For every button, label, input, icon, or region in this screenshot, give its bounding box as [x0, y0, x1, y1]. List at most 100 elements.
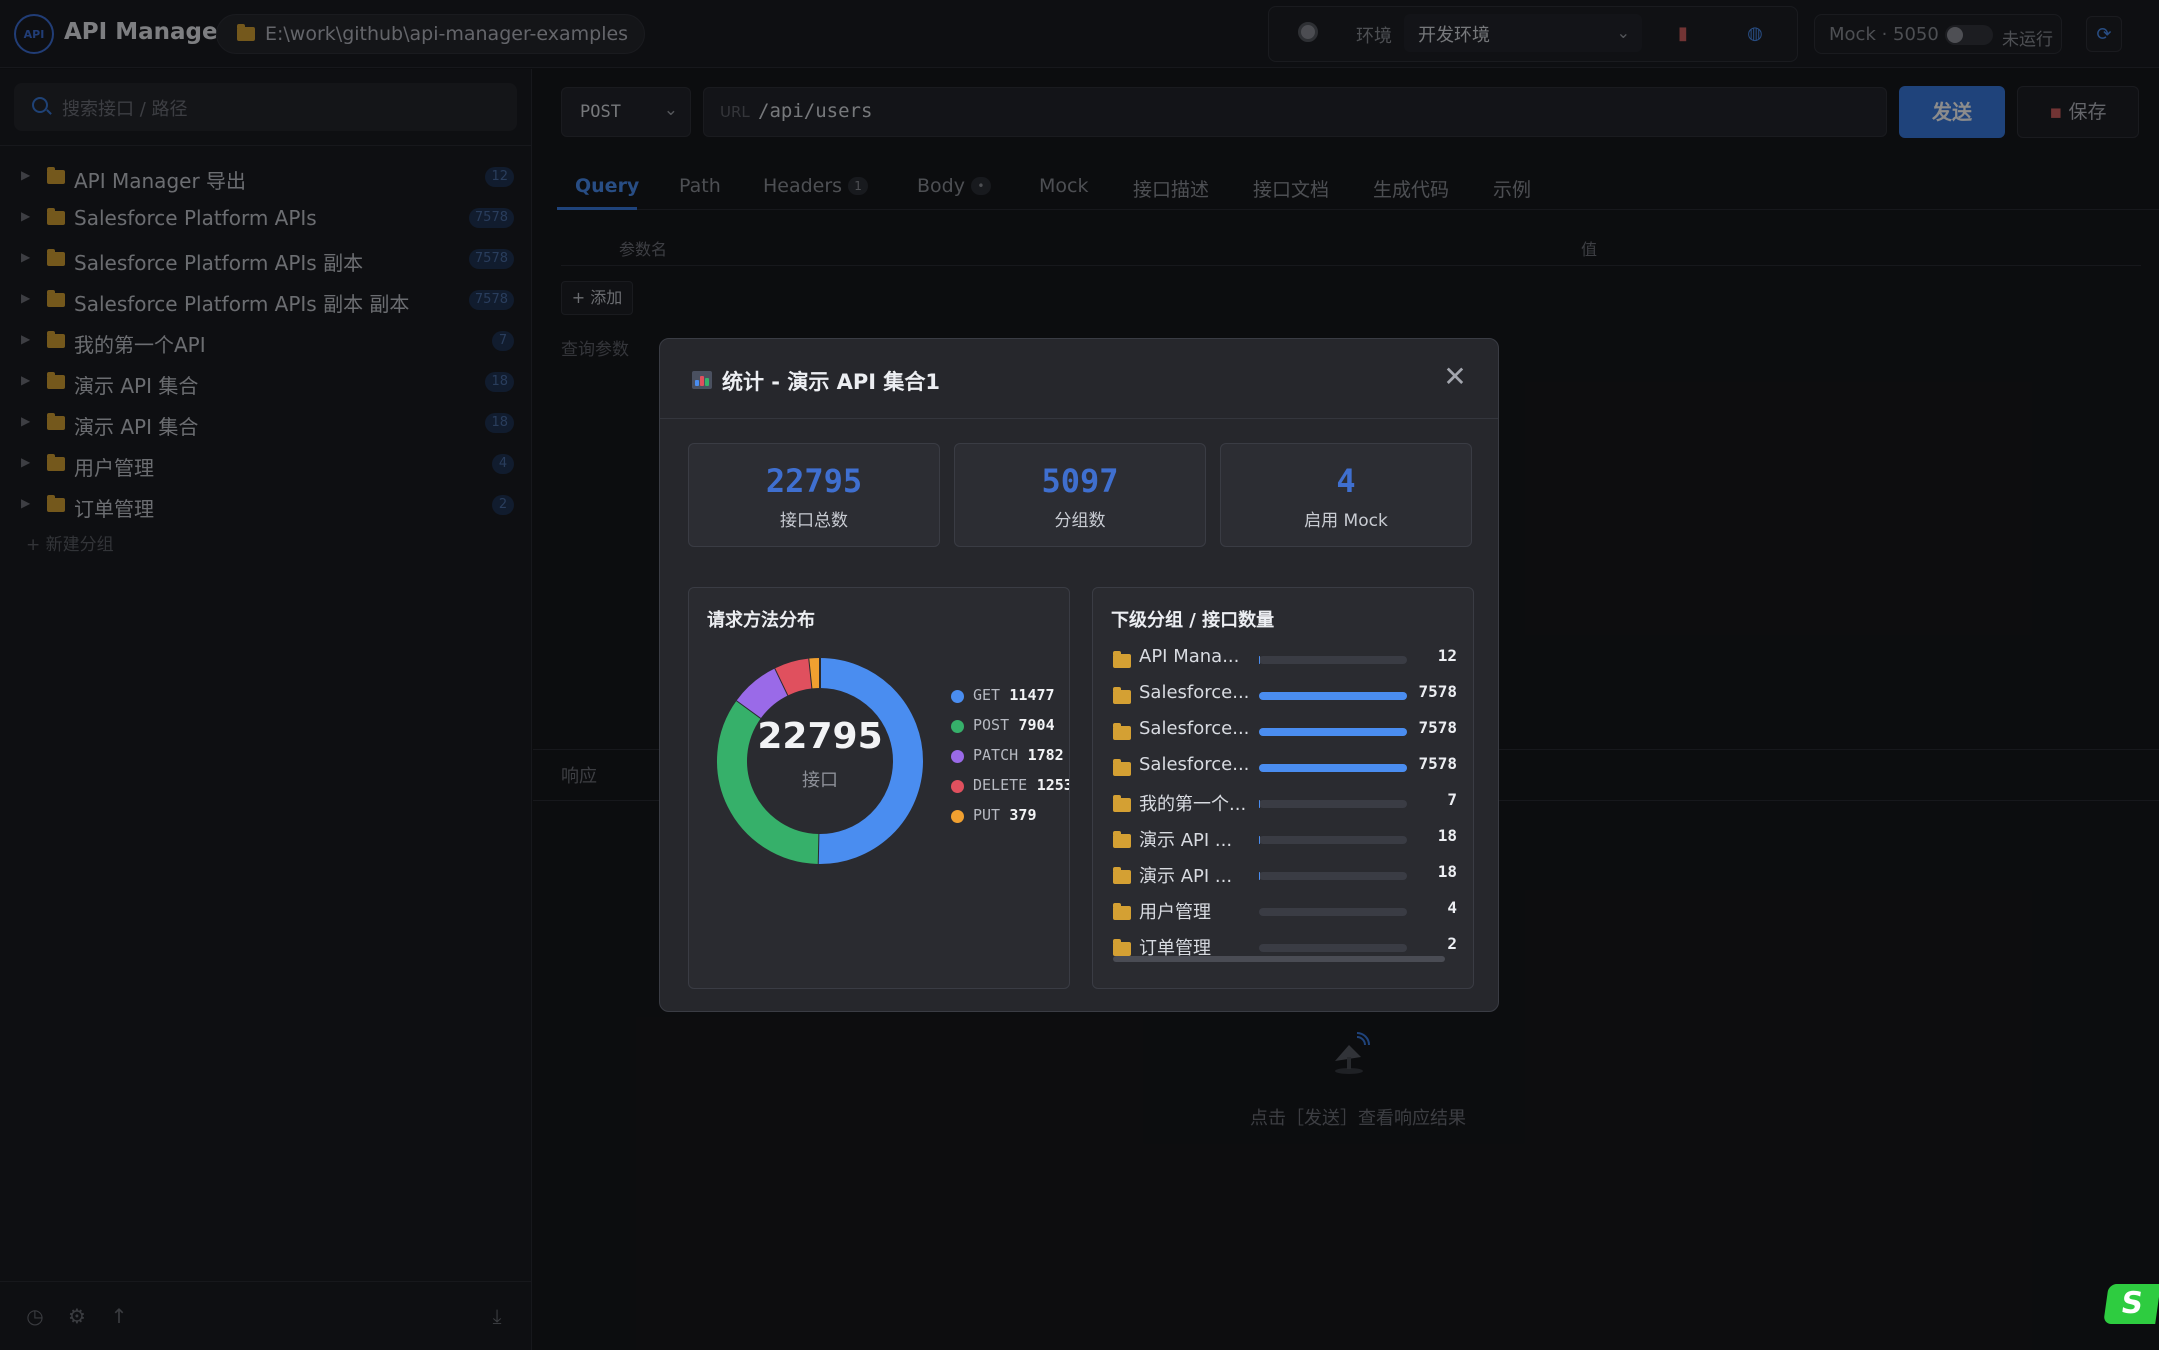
group-count: 12: [1437, 646, 1457, 665]
history-clock-icon[interactable]: [1298, 22, 1318, 42]
stat-card-groups: 5097 分组数: [954, 443, 1206, 547]
tree-group-item[interactable]: ▶ 用户管理 4: [0, 444, 532, 484]
group-row: 用户管理 4: [1111, 896, 1457, 926]
expand-arrow-icon[interactable]: ▶: [21, 168, 31, 182]
url-prefix-label: URL: [720, 103, 750, 121]
folder-icon: [1113, 759, 1131, 776]
tree-group-item[interactable]: ▶ 演示 API 集合 18: [0, 362, 532, 402]
expand-arrow-icon[interactable]: ▶: [21, 455, 31, 469]
folder-icon: [1113, 867, 1131, 884]
tab-docs[interactable]: 接口文档: [1253, 164, 1329, 210]
request-tabs: Query Path Headers 1 Body • Mock 接口描述 接口文档…: [557, 164, 2159, 210]
tab-mock[interactable]: Mock: [1039, 164, 1088, 210]
method-value: POST: [580, 102, 621, 122]
legend-value: 7904: [1018, 716, 1055, 734]
folder-icon: [47, 413, 65, 430]
group-bar-track: [1259, 908, 1407, 916]
expand-arrow-icon[interactable]: ▶: [21, 496, 31, 510]
refresh-icon[interactable]: ⟳: [2086, 16, 2122, 52]
dialog-title: 统计 - 演示 API 集合1: [722, 370, 941, 394]
expand-arrow-icon[interactable]: ▶: [21, 209, 31, 223]
tree-group-count: 7578: [468, 290, 514, 310]
legend-color-dot: [951, 780, 964, 793]
donut-total-value: 22795: [757, 716, 883, 757]
legend-value: 11477: [1009, 686, 1055, 704]
url-input[interactable]: URL /api/users: [703, 87, 1887, 137]
group-row: 演示 API ... 18: [1111, 860, 1457, 890]
url-value: /api/users: [758, 100, 873, 122]
tab-label: Path: [679, 175, 721, 197]
tree-group-item[interactable]: ▶ 我的第一个API 7: [0, 321, 532, 361]
upload-icon[interactable]: ↑: [110, 1304, 128, 1328]
save-button[interactable]: ▪ 保存: [2017, 86, 2139, 138]
environment-select[interactable]: 开发环境 ⌄: [1404, 14, 1642, 52]
tree-group-item[interactable]: ▶ API Manager 导出 12: [0, 157, 532, 197]
group-bar-track: [1259, 836, 1407, 844]
new-group-button[interactable]: + 新建分组: [26, 535, 114, 555]
tree-group-item[interactable]: ▶ 订单管理 2: [0, 485, 532, 525]
folder-icon: [47, 454, 65, 471]
tab-headers[interactable]: Headers 1: [763, 164, 869, 210]
panel-title: 下级分组 / 接口数量: [1111, 610, 1275, 631]
group-count: 7: [1447, 790, 1457, 809]
group-bar-fill: [1259, 764, 1407, 772]
group-count: 7578: [1418, 682, 1457, 701]
tree-group-item[interactable]: ▶ 演示 API 集合 18: [0, 403, 532, 443]
donut-slice-get: [817, 658, 923, 864]
globe-icon[interactable]: ◍: [1747, 22, 1763, 44]
expand-arrow-icon[interactable]: ▶: [21, 291, 31, 305]
method-select[interactable]: POST ⌄: [561, 87, 691, 137]
tree-group-item[interactable]: ▶ Salesforce Platform APIs 副本 7578: [0, 239, 532, 279]
tab-label: Body: [917, 175, 965, 197]
stat-value: 5097: [1041, 462, 1119, 500]
tab-path[interactable]: Path: [679, 164, 721, 210]
expand-arrow-icon[interactable]: ▶: [21, 250, 31, 264]
history-icon[interactable]: ◷: [26, 1304, 44, 1328]
group-row: 订单管理 2: [1111, 932, 1457, 962]
expand-arrow-icon[interactable]: ▶: [21, 373, 31, 387]
group-name: Salesforce...: [1139, 682, 1250, 703]
clipboard-icon[interactable]: ▮: [1678, 22, 1688, 44]
tree-group-item[interactable]: ▶ Salesforce Platform APIs 副本 副本 7578: [0, 280, 532, 320]
tab-label: Headers: [763, 175, 843, 197]
tab-codegen[interactable]: 生成代码: [1373, 164, 1449, 210]
tree-group-label: Salesforce Platform APIs 副本: [74, 251, 364, 275]
folder-icon: [47, 290, 65, 307]
tab-query[interactable]: Query: [557, 164, 640, 210]
tab-description[interactable]: 接口描述: [1133, 164, 1209, 210]
stat-card-mock: 4 启用 Mock: [1220, 443, 1472, 547]
group-bar-fill: [1259, 692, 1407, 700]
tree-group-item[interactable]: ▶ Salesforce Platform APIs 7578: [0, 198, 532, 238]
download-icon[interactable]: ⤓: [492, 1304, 502, 1328]
group-name: Salesforce...: [1139, 754, 1250, 775]
environment-label: 环境: [1356, 26, 1392, 47]
tab-badge: 1: [848, 177, 869, 195]
folder-icon: [1113, 651, 1131, 668]
legend-value: 1782: [1027, 746, 1064, 764]
query-params-note: 查询参数: [561, 340, 629, 360]
group-row: Salesforce... 7578: [1111, 752, 1457, 782]
tab-label: 接口描述: [1133, 179, 1210, 201]
search-placeholder: 搜索接口 / 路径: [62, 99, 188, 120]
legend-label: POST: [973, 716, 1010, 734]
workspace-path-selector[interactable]: E:\work\github\api-manager-examples: [216, 14, 646, 54]
expand-arrow-icon[interactable]: ▶: [21, 332, 31, 346]
tab-body[interactable]: Body •: [917, 164, 991, 210]
search-input[interactable]: 搜索接口 / 路径: [14, 83, 517, 131]
expand-arrow-icon[interactable]: ▶: [21, 414, 31, 428]
tab-examples[interactable]: 示例: [1493, 164, 1531, 210]
send-button[interactable]: 发送: [1899, 86, 2005, 138]
gear-icon[interactable]: ⚙: [68, 1304, 86, 1328]
group-bar-track: [1259, 872, 1407, 880]
tab-label: Query: [575, 175, 640, 197]
param-name-header: 参数名: [619, 240, 668, 259]
horizontal-scrollbar[interactable]: [1113, 956, 1445, 962]
stat-value: 22795: [765, 462, 863, 500]
add-param-button[interactable]: + 添加: [561, 281, 633, 315]
stat-value: 4: [1336, 462, 1356, 500]
close-icon[interactable]: ✕: [1443, 360, 1467, 393]
mock-server-toggle[interactable]: [1945, 25, 1993, 45]
tree-group-label: Salesforce Platform APIs 副本 副本: [74, 292, 410, 316]
stat-label: 分组数: [1054, 511, 1106, 531]
bar-chart-icon: [692, 371, 712, 389]
